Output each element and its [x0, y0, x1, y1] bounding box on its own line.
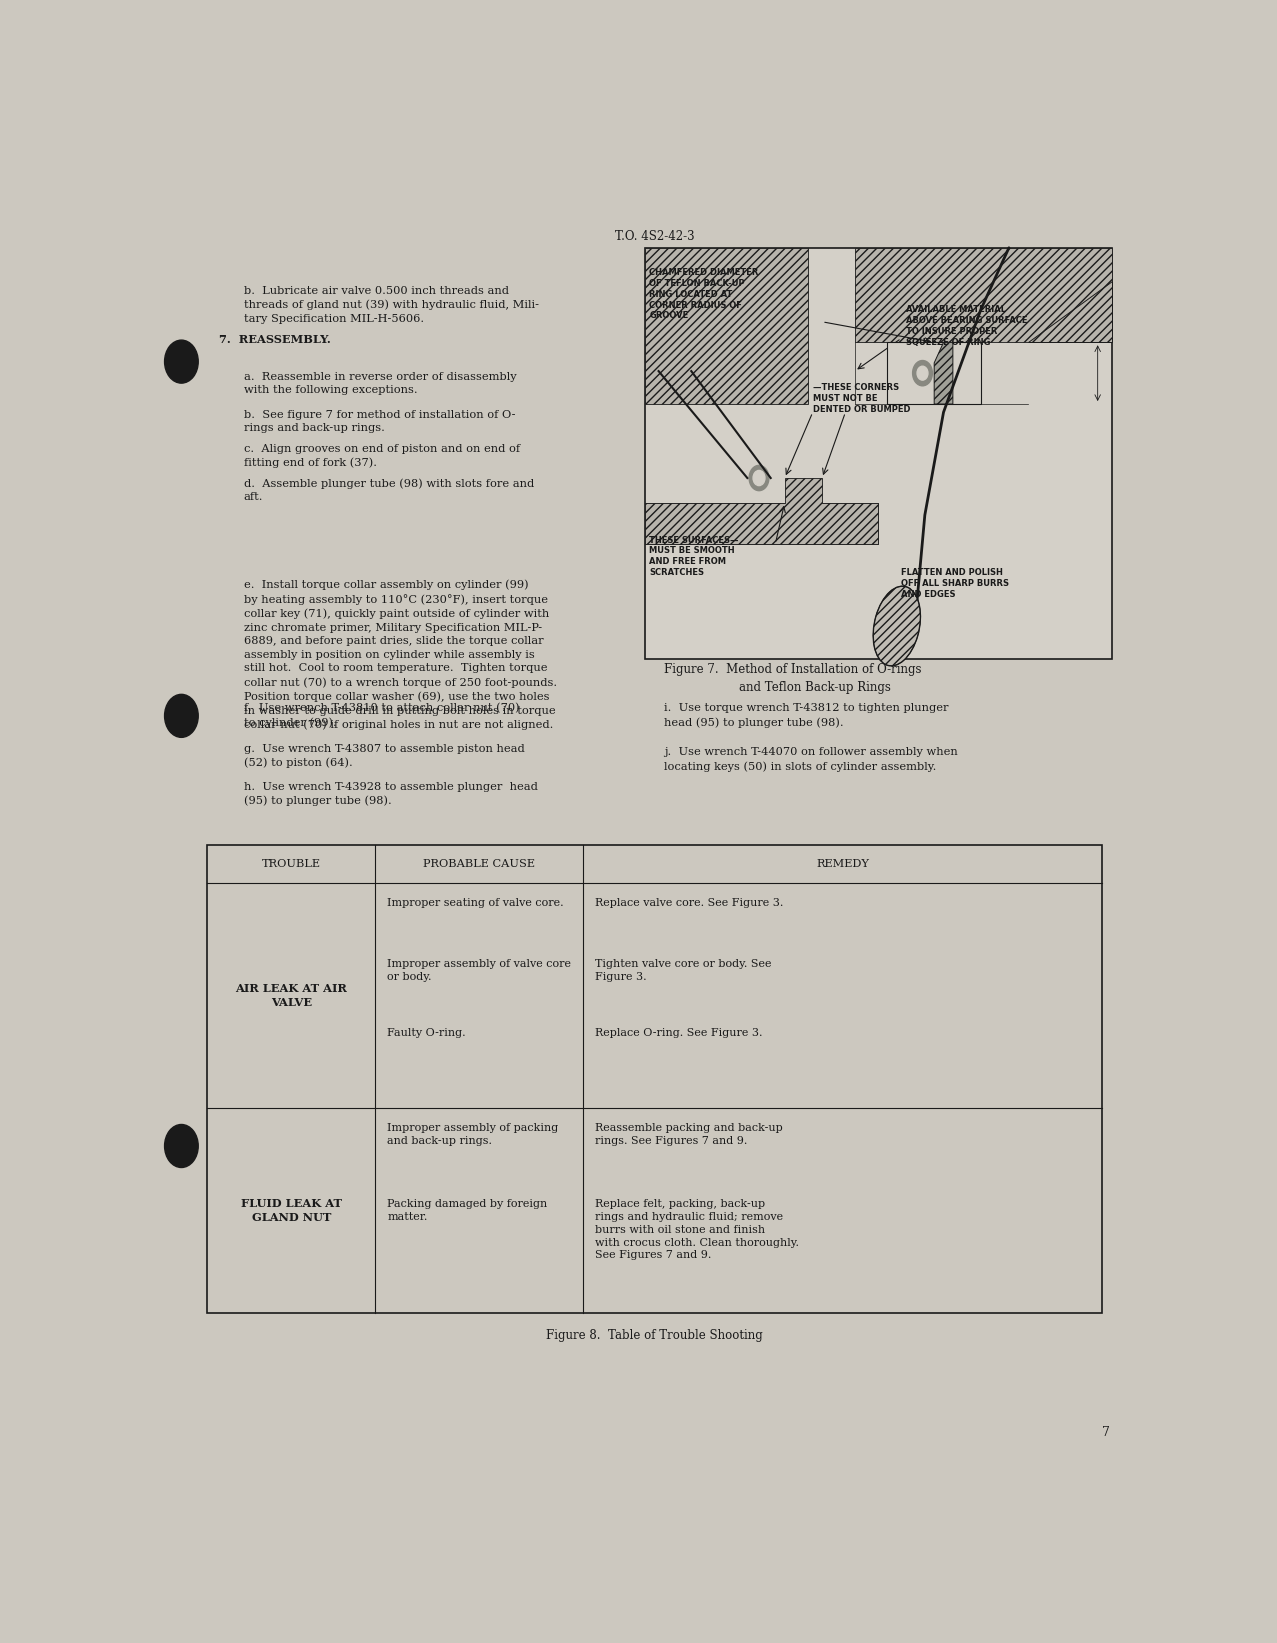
Polygon shape: [1028, 281, 1112, 342]
Text: 7: 7: [1102, 1426, 1110, 1439]
Text: e.  Install torque collar assembly on cylinder (99)
by heating assembly to 110°C: e. Install torque collar assembly on cyl…: [244, 580, 557, 731]
Text: REMEDY: REMEDY: [816, 859, 870, 869]
Text: Reassemble packing and back-up
rings. See Figures 7 and 9.: Reassemble packing and back-up rings. Se…: [595, 1124, 783, 1147]
Text: c.  Align grooves on end of piston and on end of
fitting end of fork (37).: c. Align grooves on end of piston and on…: [244, 444, 520, 468]
Polygon shape: [935, 342, 953, 404]
Text: 7.  REASSEMBLY.: 7. REASSEMBLY.: [220, 334, 331, 345]
Text: Replace O-ring. See Figure 3.: Replace O-ring. See Figure 3.: [595, 1029, 762, 1038]
Circle shape: [917, 366, 928, 380]
Text: AIR LEAK AT AIR
VALVE: AIR LEAK AT AIR VALVE: [235, 983, 347, 1009]
Text: CHAMFERED DIAMETER
OF TEFLON BACK-UP
RING LOCATED AT
CORNER RADIUS OF
GROOVE: CHAMFERED DIAMETER OF TEFLON BACK-UP RIN…: [649, 268, 759, 320]
Text: Improper assembly of packing
and back-up rings.: Improper assembly of packing and back-up…: [387, 1124, 558, 1147]
Bar: [207, 845, 1102, 1313]
Polygon shape: [854, 248, 1112, 342]
Text: h.  Use wrench T-43928 to assemble plunger  head
(95) to plunger tube (98).: h. Use wrench T-43928 to assemble plunge…: [244, 782, 538, 807]
Text: i.  Use torque wrench T-43812 to tighten plunger
head (95) to plunger tube (98).: i. Use torque wrench T-43812 to tighten …: [664, 703, 949, 728]
Text: Packing damaged by foreign
matter.: Packing damaged by foreign matter.: [387, 1199, 548, 1222]
Circle shape: [753, 470, 765, 486]
Text: g.  Use wrench T-43807 to assemble piston head
(52) to piston (64).: g. Use wrench T-43807 to assemble piston…: [244, 744, 525, 769]
Circle shape: [165, 340, 198, 383]
Text: PROBABLE CAUSE: PROBABLE CAUSE: [423, 859, 535, 869]
Text: b.  See figure 7 for method of installation of O-
rings and back-up rings.: b. See figure 7 for method of installati…: [244, 409, 515, 434]
Text: a.  Reassemble in reverse order of disassembly
with the following exceptions.: a. Reassemble in reverse order of disass…: [244, 371, 516, 396]
Bar: [645, 248, 1112, 659]
Text: —THESE CORNERS
MUST NOT BE
DENTED OR BUMPED: —THESE CORNERS MUST NOT BE DENTED OR BUM…: [812, 383, 911, 414]
Text: TROUBLE: TROUBLE: [262, 859, 321, 869]
Circle shape: [750, 465, 769, 491]
Bar: [888, 342, 981, 404]
Text: Tighten valve core or body. See
Figure 3.: Tighten valve core or body. See Figure 3…: [595, 960, 771, 981]
Text: d.  Assemble plunger tube (98) with slots fore and
aft.: d. Assemble plunger tube (98) with slots…: [244, 478, 534, 503]
Text: Replace felt, packing, back-up
rings and hydraulic fluid; remove
burrs with oil : Replace felt, packing, back-up rings and…: [595, 1199, 799, 1260]
Text: Faulty O-ring.: Faulty O-ring.: [387, 1029, 466, 1038]
Text: AVAILABLE MATERIAL
ABOVE BEARING SURFACE
TO INSURE PROPER
SQUEEZE OF RING: AVAILABLE MATERIAL ABOVE BEARING SURFACE…: [907, 306, 1028, 347]
Circle shape: [165, 1124, 198, 1168]
Circle shape: [165, 695, 198, 738]
Text: j.  Use wrench T-44070 on follower assembly when
locating keys (50) in slots of : j. Use wrench T-44070 on follower assemb…: [664, 748, 958, 772]
Polygon shape: [645, 503, 879, 544]
Polygon shape: [645, 478, 879, 544]
Text: b.  Lubricate air valve 0.500 inch threads and
threads of gland nut (39) with hy: b. Lubricate air valve 0.500 inch thread…: [244, 286, 539, 324]
Text: FLUID LEAK AT
GLAND NUT: FLUID LEAK AT GLAND NUT: [241, 1198, 342, 1224]
Text: f.  Use wrench T-43810 to attach collar nut (70)
to cylinder (99).: f. Use wrench T-43810 to attach collar n…: [244, 703, 520, 728]
Circle shape: [913, 360, 932, 386]
Polygon shape: [645, 248, 808, 404]
Text: Replace valve core. See Figure 3.: Replace valve core. See Figure 3.: [595, 899, 784, 909]
Text: Improper seating of valve core.: Improper seating of valve core.: [387, 899, 564, 909]
Text: Figure 8.  Table of Trouble Shooting: Figure 8. Table of Trouble Shooting: [547, 1329, 762, 1342]
Ellipse shape: [873, 587, 921, 665]
Text: Figure 7.  Method of Installation of O-rings
                    and Teflon Back: Figure 7. Method of Installation of O-ri…: [664, 662, 922, 693]
Text: Improper assembly of valve core
or body.: Improper assembly of valve core or body.: [387, 960, 571, 981]
Text: FLATTEN AND POLISH
OFF ALL SHARP BURRS
AND EDGES: FLATTEN AND POLISH OFF ALL SHARP BURRS A…: [902, 568, 1010, 600]
Text: THESE SURFACES—
MUST BE SMOOTH
AND FREE FROM
SCRATCHES: THESE SURFACES— MUST BE SMOOTH AND FREE …: [649, 536, 738, 577]
Text: T.O. 4S2-42-3: T.O. 4S2-42-3: [614, 230, 695, 243]
